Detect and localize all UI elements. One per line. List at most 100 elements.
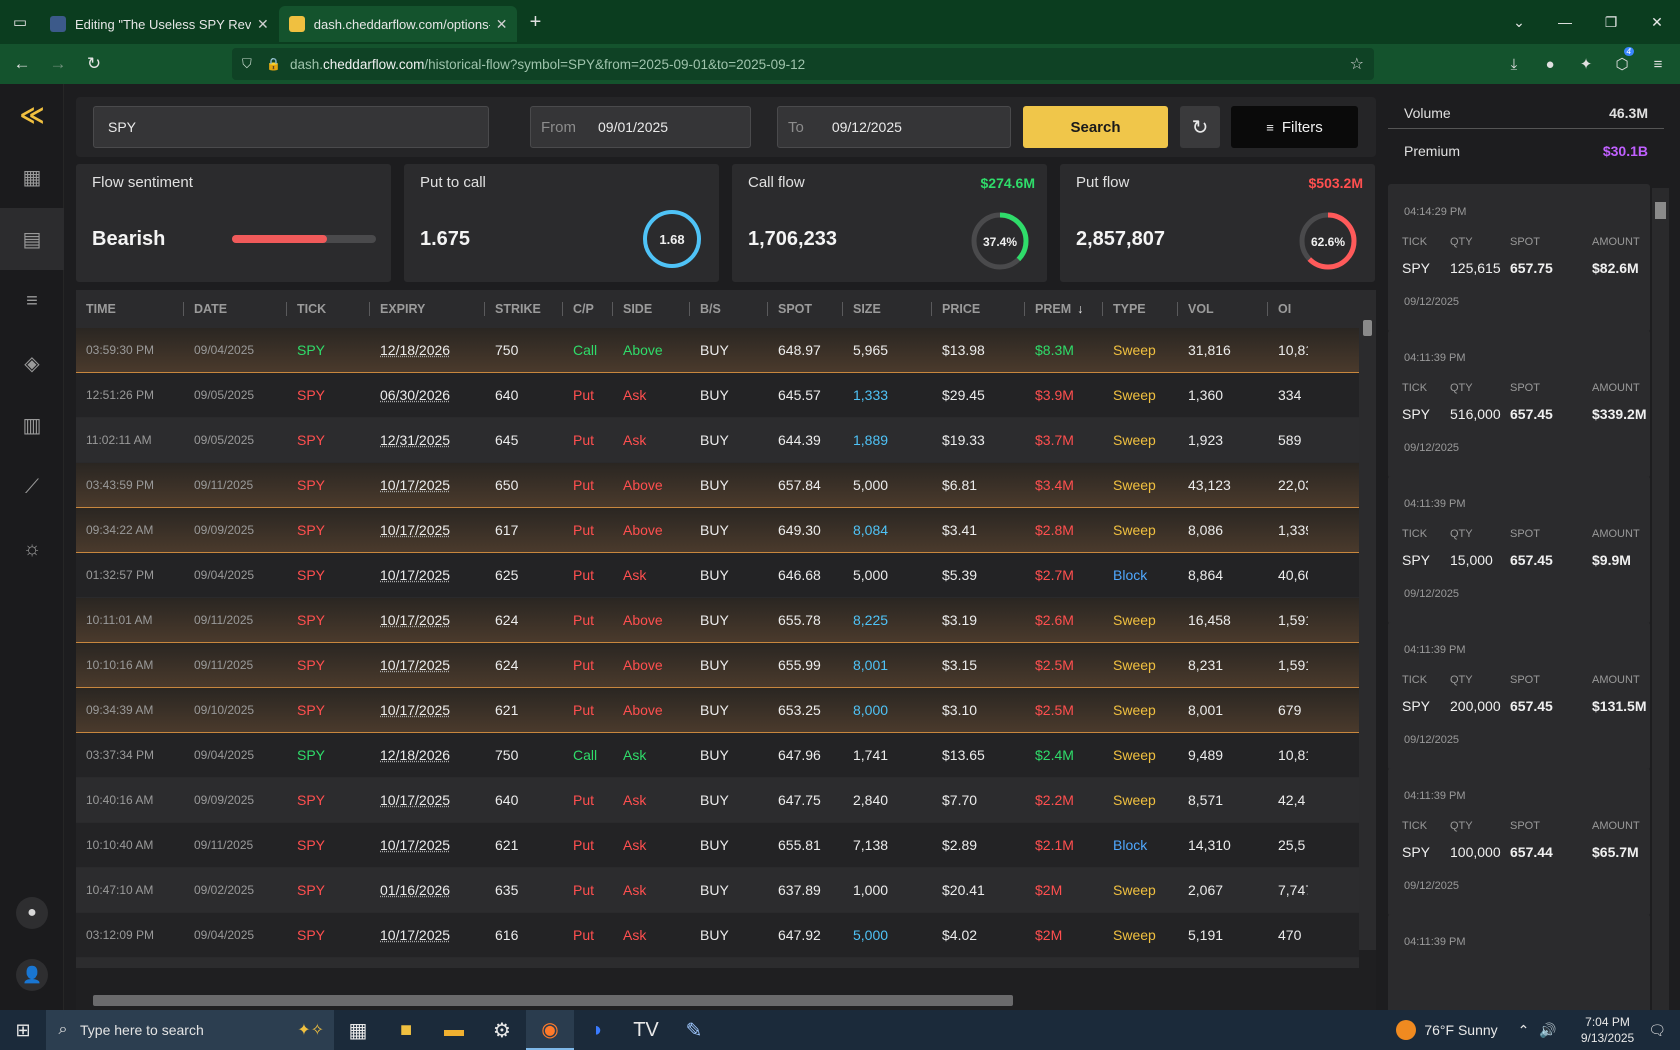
weather-widget[interactable]: 76°F Sunny [1396, 1020, 1498, 1040]
tab-overview-icon[interactable]: ▭ [12, 14, 28, 31]
table-row[interactable]: 03:43:59 PM 09/11/2025 SPY 10/17/2025 650 Put… [76, 463, 1359, 508]
symbol-input[interactable]: SPY [93, 106, 489, 148]
scroll-thumb[interactable] [1655, 202, 1666, 219]
column-resize-handle[interactable] [183, 302, 184, 316]
volume-icon[interactable]: 🔊 [1539, 1021, 1557, 1038]
column-header-price[interactable]: PRICE [932, 290, 1025, 328]
dashboard-grid-icon[interactable]: ▦ [22, 166, 42, 189]
table-row[interactable]: 10:10:40 AM 09/11/2025 SPY 10/17/2025 621 Put… [76, 823, 1359, 868]
notifications-icon[interactable]: 🗨 [1648, 1021, 1666, 1038]
restore-button[interactable]: ❐ [1604, 13, 1618, 30]
table-row[interactable]: 11:02:11 AM 09/05/2025 SPY 12/31/2025 645 Put… [76, 418, 1359, 463]
extension-badge-icon[interactable]: ⬡ 4 [1604, 47, 1640, 73]
firefox-app-icon[interactable]: ◉ [526, 1010, 574, 1050]
column-resize-handle[interactable] [931, 302, 932, 316]
table-row[interactable]: 03:59:30 PM 09/04/2025 SPY 12/18/2026 750 Cal… [76, 328, 1359, 373]
column-header-bs[interactable]: B/S [690, 290, 768, 328]
tray-chevron-icon[interactable]: ⌃ [1517, 1021, 1530, 1038]
file-explorer-app-icon[interactable]: ▬ [444, 1018, 464, 1041]
to-date-input[interactable]: To 09/12/2025 [777, 106, 1011, 148]
column-header-vol[interactable]: VOL [1178, 290, 1268, 328]
windows-start-icon[interactable]: ⊞ [15, 1019, 31, 1040]
tab-cheddarflow[interactable]: dash.cheddarflow.com/options-flow ✕ [278, 6, 518, 42]
table-row[interactable]: 10:10:16 AM 09/11/2025 SPY 10/17/2025 624 Put… [76, 643, 1359, 688]
lightbulb-icon[interactable]: ☼ [22, 537, 42, 560]
user-avatar-icon[interactable]: 👤 [0, 944, 64, 1006]
taskbar-search-input[interactable]: ⌕ Type here to search ✦✧ [46, 1010, 334, 1050]
tab-editing-review[interactable]: Editing "The Useless SPY Review" ✕ [40, 6, 279, 42]
column-header-expiry[interactable]: EXPIRY [370, 290, 485, 328]
messaging-app-icon[interactable]: ◗ [591, 1018, 605, 1041]
refresh-button[interactable]: ↻ [1180, 106, 1220, 148]
settings-app-icon[interactable]: ⚙ [493, 1019, 511, 1042]
column-header-time[interactable]: TIME [76, 290, 184, 328]
column-resize-handle[interactable] [369, 302, 370, 316]
trade-card[interactable]: 04:14:29 PM TICK SPY QTY 125,615 SPOT 657.75 AM… [1388, 184, 1650, 332]
table-row[interactable]: 09:34:22 AM 09/09/2025 SPY 10/17/2025 617 Put… [76, 508, 1359, 553]
line-chart-icon[interactable]: ⟋ [25, 475, 39, 498]
column-header-spot[interactable]: SPOT [768, 290, 843, 328]
table-vertical-scrollbar[interactable] [1359, 290, 1376, 950]
bar-chart-icon[interactable]: ▥ [22, 414, 42, 437]
column-header-type[interactable]: TYPE [1103, 290, 1178, 328]
downloads-icon[interactable]: ⤓ [1510, 55, 1518, 73]
column-resize-handle[interactable] [767, 302, 768, 316]
list-tabs-chevron-icon[interactable]: ⌄ [1513, 13, 1525, 30]
table-row[interactable]: 10:47:10 AM 09/02/2025 SPY 01/16/2026 635 Put… [76, 868, 1359, 913]
minimize-button[interactable]: — [1558, 14, 1572, 30]
table-row[interactable]: 10:11:01 AM 09/11/2025 SPY 10/17/2025 624 Put… [76, 598, 1359, 643]
table-horizontal-scrollbar[interactable] [76, 990, 1376, 1010]
extensions-icon[interactable]: ✦ [1579, 56, 1593, 73]
table-row[interactable]: 12:51:26 PM 09/05/2025 SPY 06/30/2026 640 Put… [76, 373, 1359, 418]
layers-icon[interactable]: ◈ [24, 352, 40, 375]
column-resize-handle[interactable] [842, 302, 843, 316]
forward-button[interactable]: → [49, 54, 67, 73]
column-header-strike[interactable]: STRIKE [485, 290, 563, 328]
from-date-input[interactable]: From 09/01/2025 [530, 106, 751, 148]
table-row[interactable]: 09:34:39 AM 09/10/2025 SPY 10/17/2025 621 Put… [76, 688, 1359, 733]
column-resize-handle[interactable] [484, 302, 485, 316]
close-tab-icon[interactable]: ✕ [495, 15, 508, 32]
column-header-prem[interactable]: PREM ↓ [1025, 290, 1103, 328]
address-bar[interactable]: ⛉ 🔒 dash.cheddarflow.com/historical-flow… [232, 48, 1374, 80]
historical-flow-calendar-icon[interactable]: ▤ [0, 208, 64, 270]
scroll-thumb[interactable] [1363, 320, 1372, 336]
filters-button[interactable]: ≡ Filters [1231, 106, 1358, 148]
calculator-app-icon[interactable]: ▦ [348, 1019, 368, 1042]
table-row[interactable]: 01:32:57 PM 09/04/2025 SPY 10/17/2025 625 Put… [76, 553, 1359, 598]
trade-card[interactable]: 04:11:39 PMTICKQTYSPOTAMOUNT [1388, 914, 1650, 1010]
new-tab-button[interactable]: + [529, 10, 542, 33]
close-tab-icon[interactable]: ✕ [257, 15, 269, 32]
trades-scrollbar[interactable] [1652, 188, 1669, 1010]
back-button[interactable]: ← [13, 54, 31, 73]
paint-app-icon[interactable]: ✎ [685, 1019, 703, 1042]
column-header-tick[interactable]: TICK [287, 290, 370, 328]
reload-button[interactable]: ↻ [86, 54, 102, 73]
sticky-notes-app-icon[interactable]: ■ [399, 1018, 413, 1041]
table-row[interactable]: 03:12:09 PM 09/04/2025 SPY 10/17/2025 616 Put… [76, 913, 1359, 958]
column-header-oi[interactable]: OI [1268, 290, 1308, 328]
column-resize-handle[interactable] [1267, 302, 1268, 316]
table-row[interactable]: 03:37:34 PM 09/04/2025 SPY 12/18/2026 750 Cal… [76, 733, 1359, 778]
account-icon[interactable]: ● [1545, 55, 1555, 73]
column-header-side[interactable]: SIDE [613, 290, 690, 328]
column-resize-handle[interactable] [562, 302, 563, 316]
table-row[interactable]: 02:29:54 PM09/03/2025SPY10/17/2025620Cal… [76, 958, 1359, 968]
cheddarflow-logo-icon[interactable]: ≪ [19, 101, 45, 129]
table-row[interactable]: 10:40:16 AM 09/09/2025 SPY 10/17/2025 640 Put… [76, 778, 1359, 823]
trade-card[interactable]: 04:11:39 PM TICK SPY QTY 200,000 SPOT 657.45 AM… [1388, 622, 1650, 770]
column-header-date[interactable]: DATE [184, 290, 287, 328]
sort-arrow-icon[interactable]: ↓ [1077, 302, 1084, 316]
theme-toggle-icon[interactable]: ● [0, 882, 64, 944]
column-resize-handle[interactable] [1177, 302, 1178, 316]
column-header-cp[interactable]: C/P [563, 290, 613, 328]
trade-card[interactable]: 04:11:39 PM TICK SPY QTY 100,000 SPOT 657.44 AM… [1388, 768, 1650, 916]
column-resize-handle[interactable] [286, 302, 287, 316]
column-resize-handle[interactable] [689, 302, 690, 316]
column-header-size[interactable]: SIZE [843, 290, 932, 328]
close-window-button[interactable]: ✕ [1651, 13, 1663, 30]
trade-card[interactable]: 04:11:39 PM TICK SPY QTY 516,000 SPOT 657.45 AM… [1388, 330, 1650, 478]
tradingview-app-icon[interactable]: TV [633, 1018, 659, 1041]
column-resize-handle[interactable] [612, 302, 613, 316]
trade-card[interactable]: 04:11:39 PM TICK SPY QTY 15,000 SPOT 657.45 AMO… [1388, 476, 1650, 624]
